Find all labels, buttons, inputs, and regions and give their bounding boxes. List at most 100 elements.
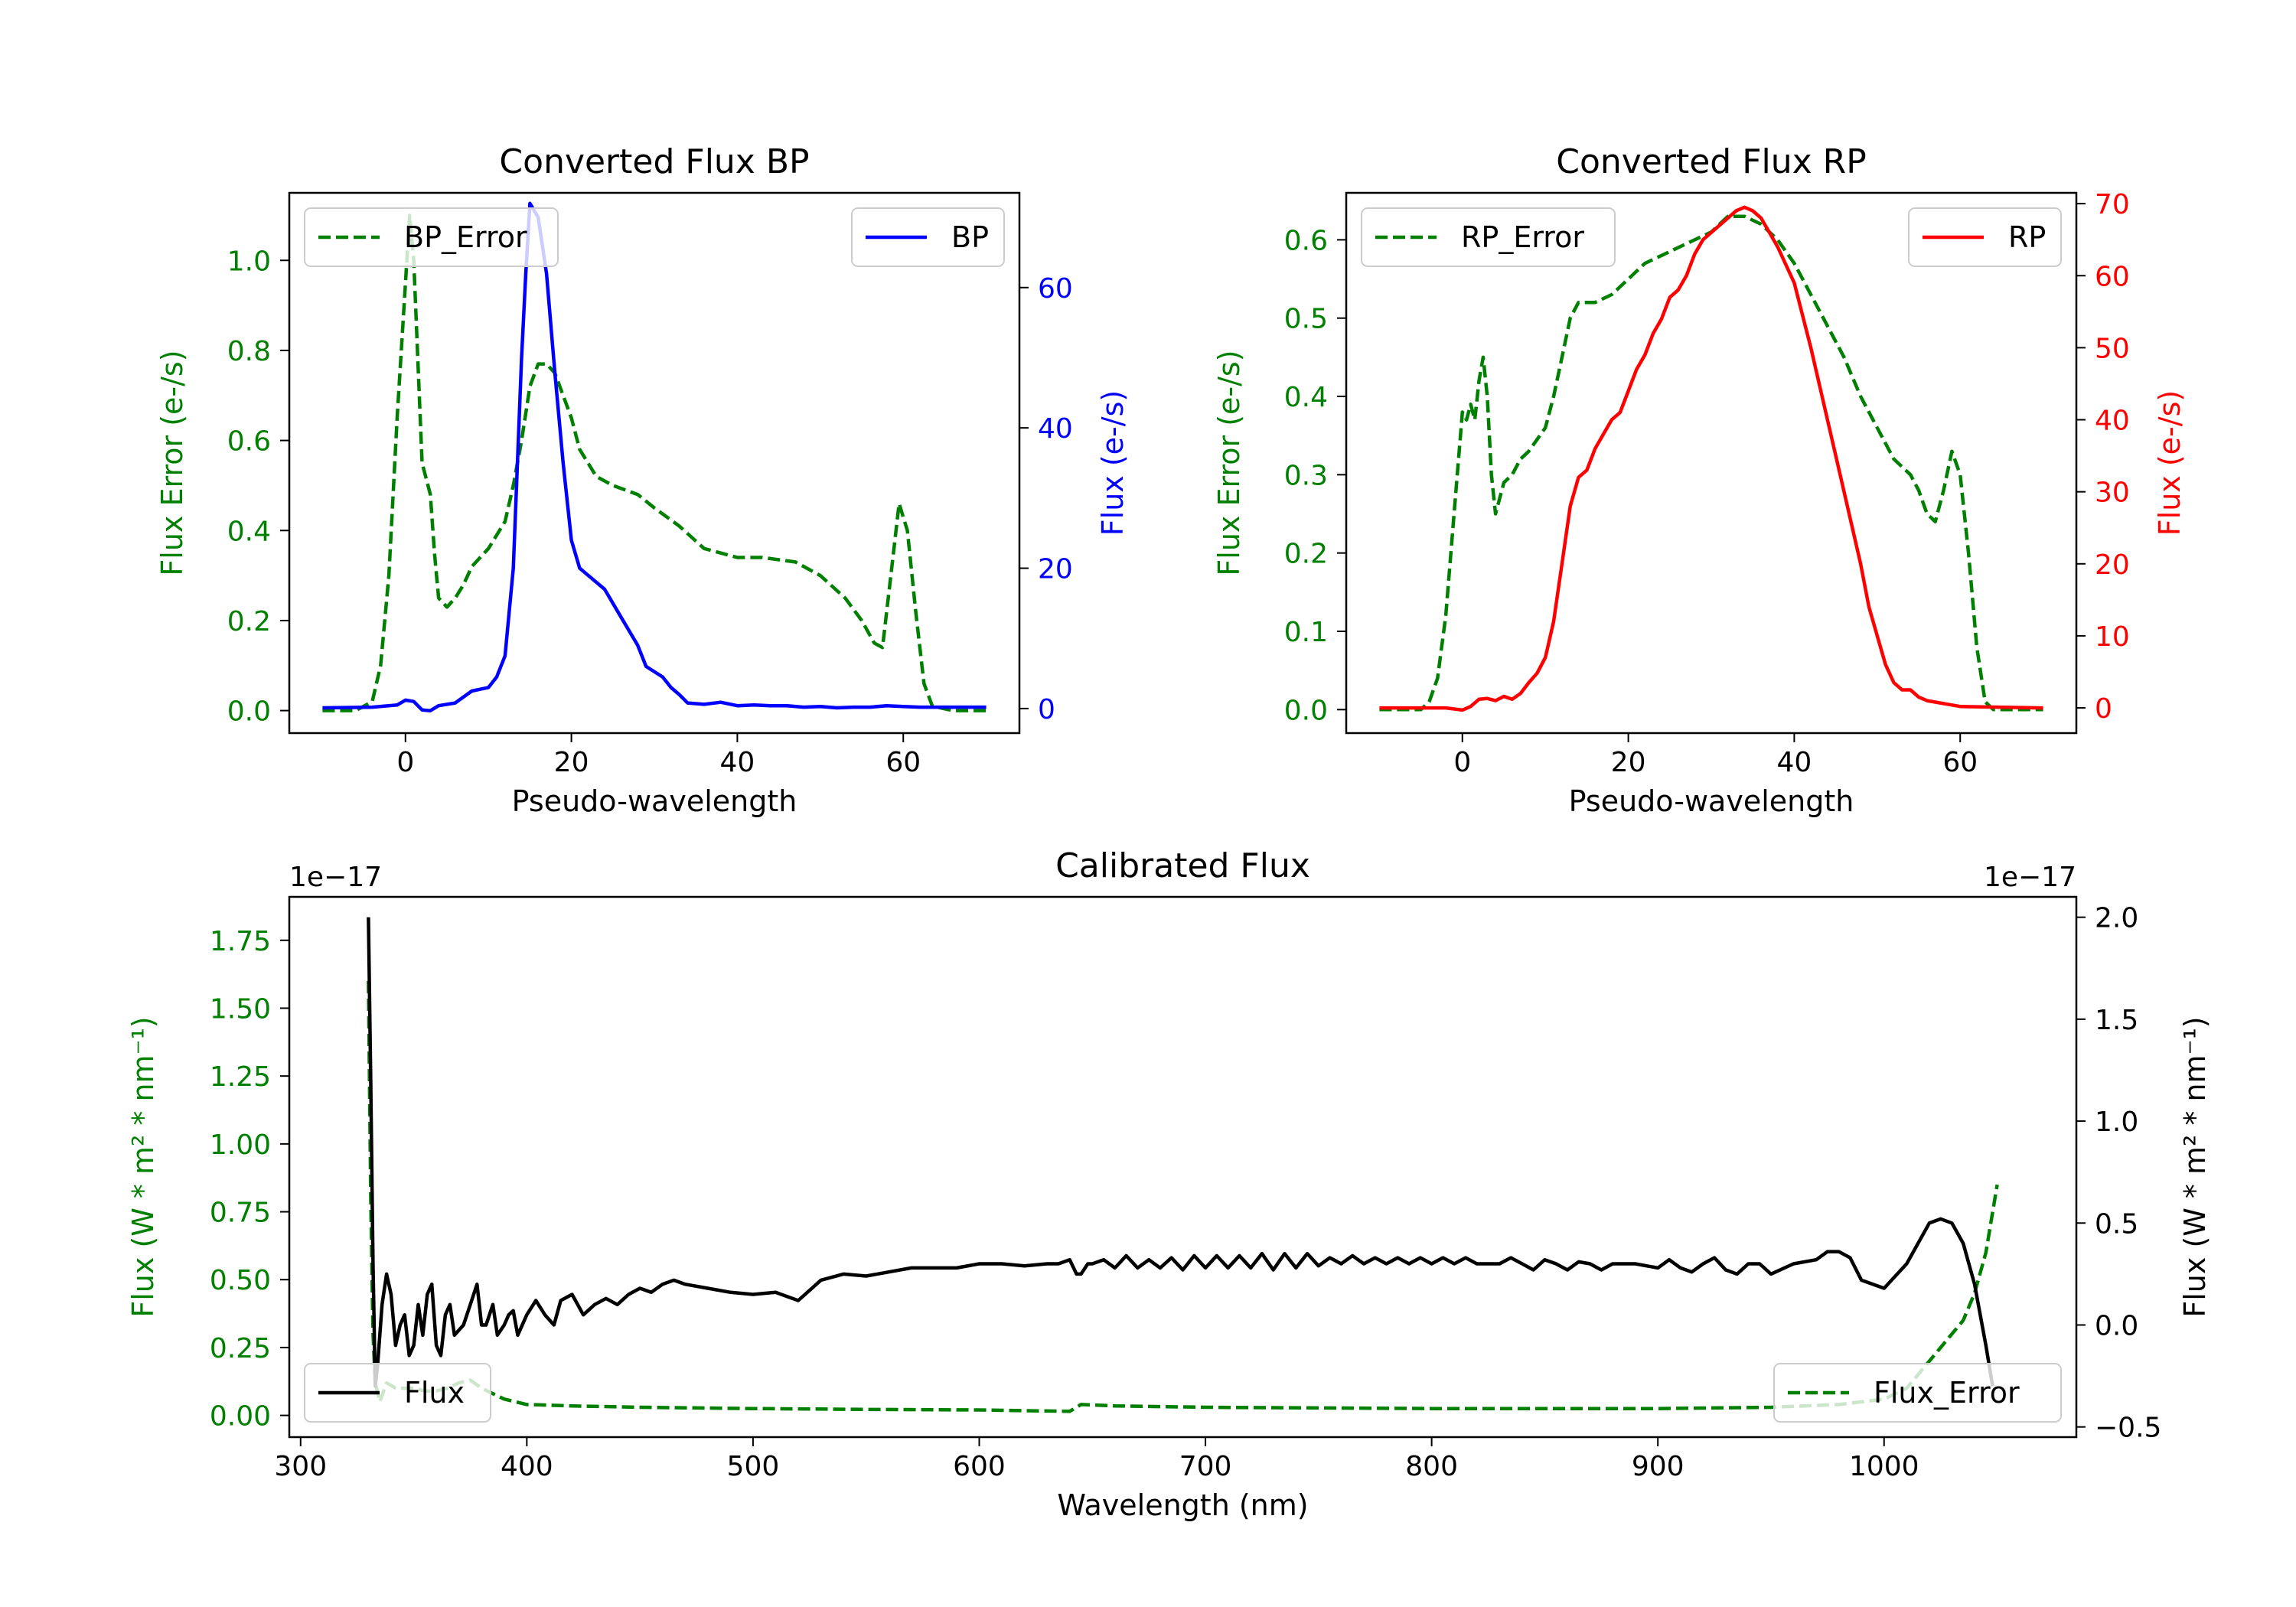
y-right-tick-label: 0 [2095,693,2112,725]
y-right-tick-label: 1.0 [2095,1107,2138,1138]
y-left-tick-label: 0.8 [227,336,271,367]
legend-label: BP_Error [404,220,527,254]
x-axis-label: Wavelength (nm) [1057,1488,1308,1522]
legend-box [851,207,1005,267]
legend-flux: Flux [304,1363,491,1423]
y-right-tick-label: 0.5 [2095,1208,2138,1240]
legend-box [304,207,559,267]
plot-frame [288,895,2078,1439]
y-left-tick-label: 0.4 [1284,382,1328,413]
y-left-tick-label: 1.0 [227,246,271,277]
x-tick-label: 600 [953,1451,1006,1482]
chart-2: Converted Flux RP 0 20 40 60 Pseudo-wavelengt… [1212,142,2187,818]
legend-rp: RP [1908,207,2062,267]
plot-frame [1345,191,2078,735]
legend-label: RP_Error [1461,220,1584,254]
legend-label: Flux_Error [1874,1376,2020,1410]
x-tick-label: 60 [1942,747,1978,778]
series-line-rp [1379,205,2043,712]
y-right-tick-label: 0.0 [2095,1310,2138,1341]
y-left-tick-label: 0.3 [1284,460,1328,491]
x-tick-label: 400 [501,1451,553,1482]
y-right-tick-label: 60 [1038,273,1073,305]
y-left-offset-label: 1e−17 [289,862,382,893]
chart-title: Converted Flux BP [499,142,809,181]
x-tick-label: 0 [1453,747,1471,778]
y-left-tick-label: 1.25 [210,1061,271,1093]
legend-box [1773,1363,2062,1423]
legend-box [304,1363,491,1423]
x-tick-label: 20 [1611,747,1646,778]
y-right-tick-label: 60 [2095,261,2130,292]
y-left-tick-label: 0.2 [1284,539,1328,570]
legend-bp: BP [851,207,1005,267]
y-right-tick-label: 20 [1038,554,1073,585]
y-left-tick-label: 0.1 [1284,617,1328,648]
y-right-tick-label: −0.5 [2095,1413,2161,1444]
y-right-tick-label: 10 [2095,621,2130,653]
y-right-tick-label: 1.5 [2095,1005,2138,1036]
series-line-flux-error [367,980,1999,1413]
y-left-tick-label: 0.4 [227,516,271,547]
series-line-bp-error [322,214,987,712]
series-group [1379,205,2043,712]
chart-3: Calibrated Flux 300 400 500 600 700 800 900 1000… [126,846,2212,1522]
legend-label: Flux [404,1376,465,1410]
x-tick-label: 1000 [1849,1451,1919,1482]
y-right-tick-label: 2.0 [2095,903,2138,934]
y-left-tick-label: 0.0 [227,696,271,728]
y-right-tick-label: 70 [2095,189,2130,220]
y-left-tick-label: 1.50 [210,993,271,1025]
x-tick-label: 300 [274,1451,327,1482]
plot-frame [288,191,1021,735]
y-left-tick-label: 1.75 [210,926,271,957]
y-right-axis-label: Flux (e-/s) [1096,390,1130,536]
x-tick-label: 0 [396,747,414,778]
x-tick-label: 20 [554,747,589,778]
y-left-tick-label: 0.5 [1284,304,1328,335]
y-left-tick-label: 0.6 [227,426,271,458]
y-right-offset-label: 1e−17 [1984,862,2076,893]
y-right-tick-label: 50 [2095,333,2130,364]
y-right-tick-label: 0 [1038,694,1055,725]
chart-title: Calibrated Flux [1055,846,1310,885]
y-left-tick-label: 0.2 [227,606,271,637]
legend-box [1908,207,2062,267]
x-axis-label: Pseudo-wavelength [512,784,797,818]
series-line-flux [367,917,1994,1388]
series-group [367,917,1999,1413]
y-left-tick-label: 0.00 [210,1401,271,1433]
y-left-tick-label: 0.0 [1284,695,1328,726]
y-right-tick-label: 20 [2095,549,2130,581]
x-tick-label: 900 [1632,1451,1684,1482]
x-tick-label: 60 [885,747,921,778]
chart-title: Converted Flux RP [1556,142,1867,181]
legend-flux-error: Flux_Error [1773,1363,2062,1423]
legend-rp-error: RP_Error [1361,207,1616,267]
y-left-tick-label: 0.50 [210,1265,271,1296]
y-left-tick-label: 1.00 [210,1129,271,1161]
x-tick-label: 40 [1777,747,1812,778]
y-left-axis-label: Flux (W * m² * nm⁻¹) [126,1016,160,1317]
x-tick-label: 40 [720,747,755,778]
legend-label: RP [2008,220,2046,254]
y-right-axis-label: Flux (e-/s) [2153,390,2187,536]
x-tick-label: 800 [1405,1451,1458,1482]
y-left-axis-label: Flux Error (e-/s) [155,350,189,575]
legend-bp-error: BP_Error [304,207,559,267]
y-right-tick-label: 30 [2095,478,2130,509]
series-group [322,201,987,712]
legend-box [1361,207,1616,267]
y-left-tick-label: 0.75 [210,1198,271,1229]
y-left-tick-label: 0.25 [210,1333,271,1364]
x-tick-label: 500 [727,1451,780,1482]
x-axis-label: Pseudo-wavelength [1569,784,1854,818]
x-tick-label: 700 [1179,1451,1232,1482]
y-right-tick-label: 40 [1038,413,1073,445]
legend-label: BP [951,220,989,254]
chart-1: Converted Flux BP 0 20 40 60 Pseudo-wavelengt… [155,142,1130,818]
y-right-tick-label: 40 [2095,406,2130,437]
y-left-tick-label: 0.6 [1284,225,1328,256]
series-line-bp [322,201,987,712]
